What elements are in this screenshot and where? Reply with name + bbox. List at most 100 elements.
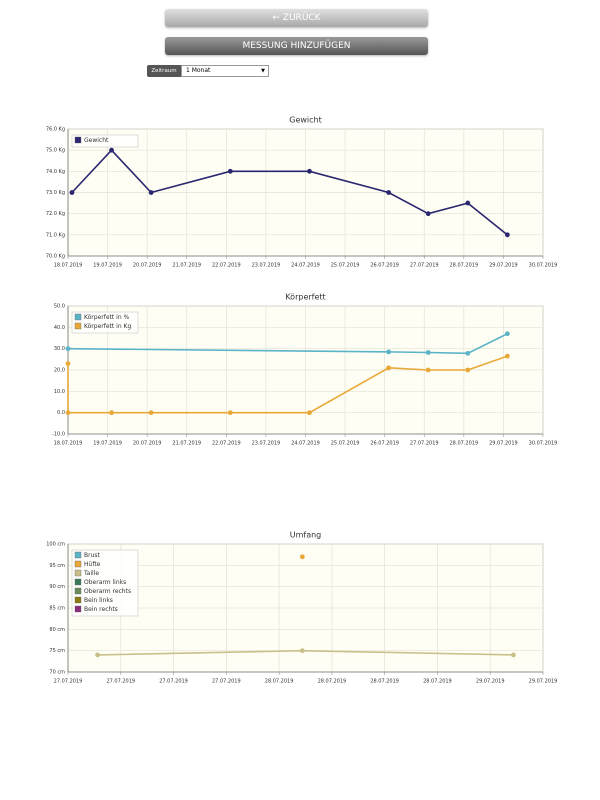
legend-label: Körperfett in %	[84, 314, 130, 321]
x-tick-label: 27.07.2019	[159, 679, 188, 685]
data-point	[65, 361, 71, 366]
y-tick-label: 0.0	[57, 410, 65, 416]
data-point	[109, 410, 114, 416]
data-point	[504, 353, 510, 359]
legend-label: Bein links	[84, 597, 113, 604]
legend-swatch	[74, 551, 82, 559]
x-tick-label: 27.07.2019	[410, 441, 439, 447]
x-tick-label: 26.07.2019	[370, 263, 399, 269]
data-point	[148, 410, 154, 416]
y-tick-label: 95 cm	[49, 563, 65, 569]
x-tick-label: 19.07.2019	[93, 441, 122, 447]
legend-label: Brust	[84, 552, 101, 559]
chart-title: Körperfett	[285, 293, 325, 302]
y-tick-label: 70.0 Kg	[46, 254, 65, 260]
y-tick-label: 100 cm	[46, 542, 65, 548]
legend-swatch	[74, 578, 82, 586]
legend-box	[71, 549, 139, 617]
y-tick-label: 20.0	[54, 368, 65, 374]
x-tick-label: 18.07.2019	[54, 441, 83, 447]
x-tick-label: 29.07.2019	[489, 263, 518, 269]
x-tick-label: 25.07.2019	[331, 263, 360, 269]
chart-title: Umfang	[290, 531, 322, 540]
legend-swatch	[74, 313, 82, 321]
y-tick-label: 73.0 Kg	[46, 190, 65, 196]
x-tick-label: 28.07.2019	[450, 441, 479, 447]
y-tick-label: 75 cm	[49, 648, 65, 654]
data-point	[299, 554, 305, 560]
y-tick-label: 50.0	[54, 304, 65, 310]
data-point	[148, 190, 154, 195]
x-tick-label: 29.07.2019	[489, 441, 518, 447]
y-tick-label: 74.0 Kg	[46, 169, 65, 175]
x-tick-label: 22.07.2019	[212, 263, 241, 269]
y-tick-label: 70 cm	[49, 670, 65, 676]
x-tick-label: 19.07.2019	[93, 263, 122, 269]
chart-title: Gewicht	[289, 116, 322, 125]
x-tick-label: 28.07.2019	[265, 679, 294, 685]
y-tick-label: -10.0	[52, 432, 65, 438]
data-point	[65, 410, 71, 416]
data-point	[511, 652, 516, 658]
x-tick-label: 29.07.2019	[529, 679, 558, 685]
x-tick-label: 30.07.2019	[529, 441, 558, 447]
x-tick-label: 27.07.2019	[54, 679, 83, 685]
x-tick-label: 21.07.2019	[172, 263, 201, 269]
y-tick-label: 90 cm	[49, 584, 65, 590]
x-tick-label: 27.07.2019	[212, 679, 241, 685]
x-tick-label: 28.07.2019	[370, 679, 399, 685]
legend-swatch	[74, 605, 82, 613]
legend-swatch	[74, 322, 82, 330]
legend-swatch	[74, 569, 82, 577]
y-tick-label: 30.0	[54, 346, 65, 352]
x-tick-label: 18.07.2019	[54, 263, 83, 269]
data-point	[465, 367, 471, 373]
filter-label: Zeitraum	[147, 65, 181, 77]
data-point	[425, 350, 431, 355]
add-measurement-button[interactable]: MESSUNG HINZUFÜGEN	[165, 37, 428, 55]
y-tick-label: 80 cm	[49, 627, 65, 633]
x-tick-label: 24.07.2019	[291, 441, 320, 447]
x-tick-label: 25.07.2019	[331, 441, 360, 447]
data-point	[504, 331, 510, 337]
x-tick-label: 26.07.2019	[370, 441, 399, 447]
data-point	[299, 648, 305, 654]
x-tick-label: 21.07.2019	[172, 441, 201, 447]
y-tick-label: 75.0 Kg	[46, 148, 65, 154]
x-tick-label: 27.07.2019	[410, 263, 439, 269]
x-tick-label: 24.07.2019	[291, 263, 320, 269]
legend-swatch	[74, 136, 82, 144]
data-point	[386, 349, 392, 355]
x-tick-label: 28.07.2019	[423, 679, 452, 685]
y-tick-label: 85 cm	[49, 606, 65, 612]
period-select[interactable]: 1 Monat	[181, 65, 269, 77]
legend-box	[71, 134, 139, 148]
data-point	[109, 147, 114, 153]
legend-label: Oberarm rechts	[84, 588, 131, 595]
series-line	[67, 355, 508, 414]
back-button[interactable]: ← ZURÜCK	[165, 9, 428, 27]
data-point	[386, 190, 392, 195]
data-point	[386, 365, 392, 371]
legend-swatch	[74, 596, 82, 604]
legend-label: Gewicht	[84, 137, 109, 144]
data-point	[425, 367, 431, 373]
y-tick-label: 40.0	[54, 325, 65, 331]
data-point	[425, 211, 431, 217]
data-point	[227, 410, 233, 416]
data-point	[69, 190, 75, 195]
y-tick-label: 10.0	[54, 389, 65, 395]
legend-box	[71, 311, 139, 334]
legend-label: Oberarm links	[84, 579, 126, 586]
legend-label: Taille	[83, 570, 99, 577]
x-tick-label: 20.07.2019	[133, 441, 162, 447]
x-tick-label: 28.07.2019	[450, 263, 479, 269]
y-tick-label: 71.0 Kg	[46, 232, 65, 238]
y-tick-label: 72.0 Kg	[46, 211, 65, 217]
data-point	[227, 168, 233, 174]
data-point	[307, 168, 312, 174]
data-point	[307, 410, 312, 416]
x-tick-label: 28.07.2019	[318, 679, 347, 685]
x-tick-label: 23.07.2019	[252, 263, 281, 269]
x-tick-label: 29.07.2019	[476, 679, 505, 685]
